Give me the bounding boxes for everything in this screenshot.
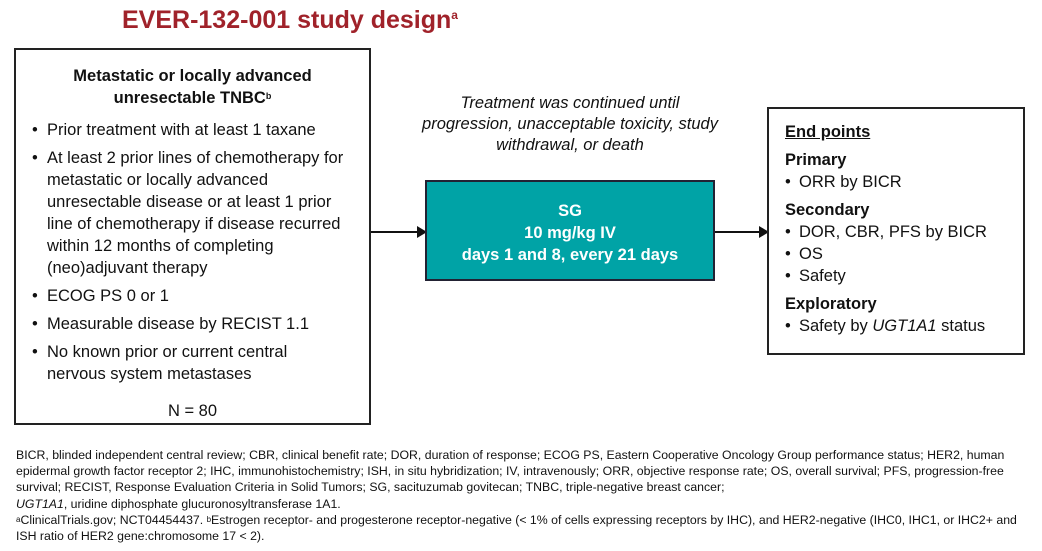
secondary-endpoint: Safety xyxy=(785,265,1023,287)
footnote-a: ClinicalTrials.gov; NCT04454437. xyxy=(20,512,207,527)
heading-line2: unresectable TNBC xyxy=(113,89,266,107)
arrow-to-endpoints xyxy=(715,226,769,238)
ugt-gene: UGT1A1 xyxy=(16,496,64,511)
secondary-label: Secondary xyxy=(785,201,870,219)
abbreviations: BICR, blinded independent central review… xyxy=(16,447,1026,512)
treatment-note: Treatment was continued until progressio… xyxy=(422,94,718,154)
exploratory-prefix: Safety by xyxy=(799,317,873,335)
secondary-endpoint: OS xyxy=(785,243,1023,265)
criteria-list: Prior treatment with at least 1 taxane A… xyxy=(32,119,369,385)
primary-endpoint: ORR by BICR xyxy=(785,171,1023,193)
treatment-drug: SG xyxy=(558,202,582,220)
title-text: EVER-132-001 study design xyxy=(122,6,452,34)
arrow-to-treatment xyxy=(371,226,427,238)
footnote-a-mark: a xyxy=(16,514,21,524)
endpoints-heading: End points xyxy=(785,123,871,141)
ugt-text: , uridine diphosphate glucuronosyltransf… xyxy=(63,496,341,511)
criterion: No known prior or current central nervou… xyxy=(32,341,369,385)
heading-footnote-mark: b xyxy=(265,91,272,101)
treatment-schedule: days 1 and 8, every 21 days xyxy=(461,246,679,264)
exploratory-label: Exploratory xyxy=(785,295,877,313)
treatment-dose: 10 mg/kg IV xyxy=(524,224,616,242)
criterion: ECOG PS 0 or 1 xyxy=(32,285,369,307)
footnote-b: Estrogen receptor- and progesterone rece… xyxy=(16,512,1017,544)
heading-line1: Metastatic or locally advanced xyxy=(73,67,312,85)
eligibility-box: Metastatic or locally advanced unresectab… xyxy=(14,48,371,425)
footnote-ab: aClinicalTrials.gov; NCT04454437. bEstro… xyxy=(16,512,1026,544)
exploratory-endpoint: Safety by UGT1A1 status xyxy=(785,315,1023,337)
footnotes: BICR, blinded independent central review… xyxy=(16,447,1026,544)
primary-label: Primary xyxy=(785,151,847,169)
title-footnote-mark: a xyxy=(451,8,458,22)
secondary-endpoint: DOR, CBR, PFS by BICR xyxy=(785,221,1023,243)
criterion: At least 2 prior lines of chemotherapy f… xyxy=(32,147,369,279)
criterion: Measurable disease by RECIST 1.1 xyxy=(32,313,369,335)
treatment-box: SG 10 mg/kg IV days 1 and 8, every 21 da… xyxy=(425,180,715,281)
endpoints-box: End points Primary ORR by BICR Secondary… xyxy=(767,107,1025,355)
slide-title: EVER-132-001 study designa xyxy=(122,6,458,35)
exploratory-suffix: status xyxy=(936,317,986,335)
exploratory-gene: UGT1A1 xyxy=(872,317,937,335)
eligibility-heading: Metastatic or locally advanced unresectab… xyxy=(16,65,369,109)
criterion: Prior treatment with at least 1 taxane xyxy=(32,119,369,141)
footnote-b-mark: b xyxy=(206,514,212,524)
abbrev-text: BICR, blinded independent central review… xyxy=(16,448,1005,495)
sample-size: N = 80 xyxy=(167,402,218,420)
